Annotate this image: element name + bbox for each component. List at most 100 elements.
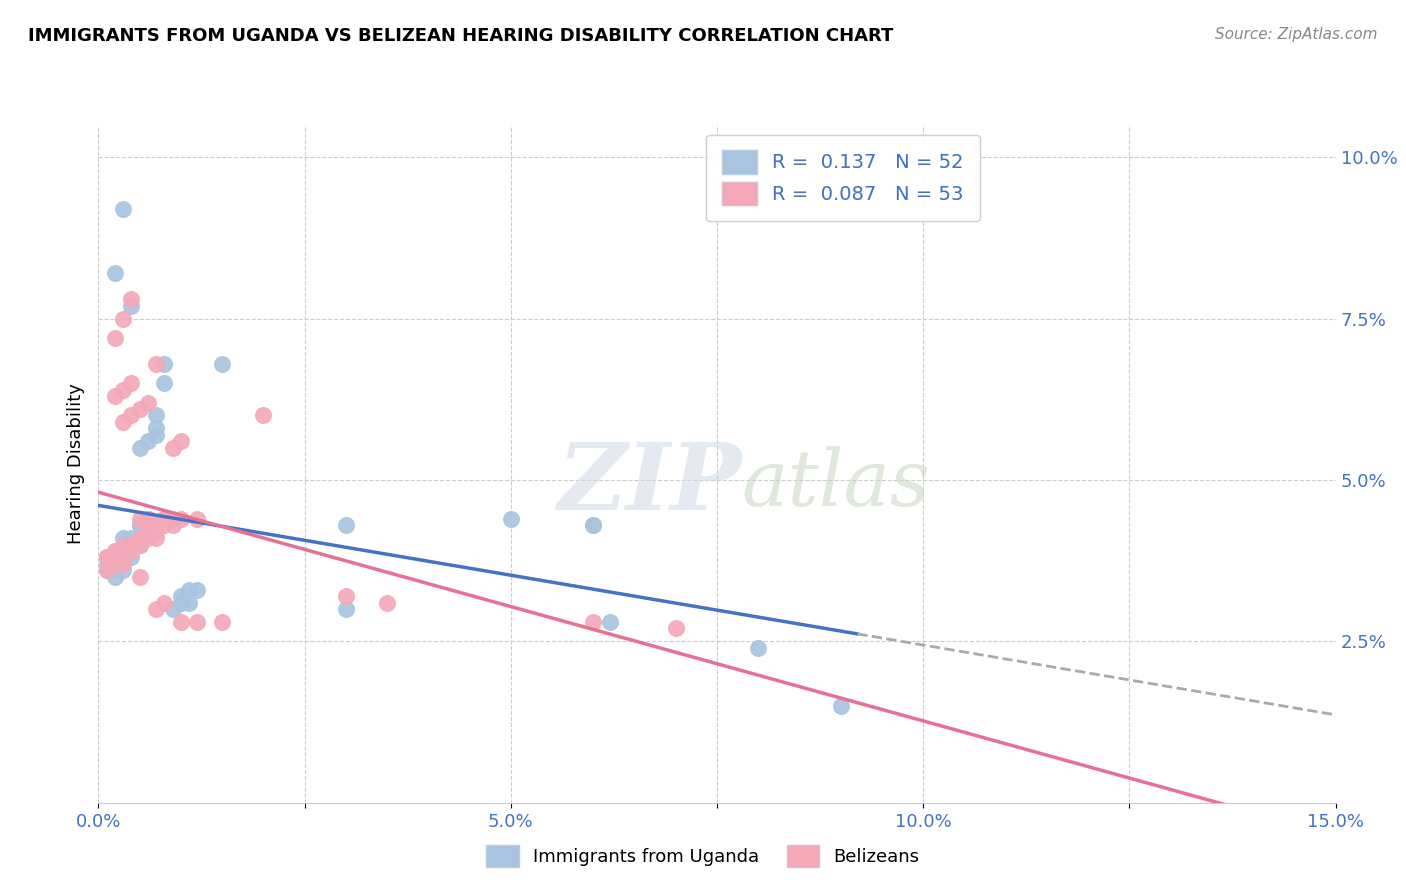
Text: Source: ZipAtlas.com: Source: ZipAtlas.com	[1215, 27, 1378, 42]
Point	[96, 550, 118, 565]
Text: IMMIGRANTS FROM UGANDA VS BELIZEAN HEARING DISABILITY CORRELATION CHART: IMMIGRANTS FROM UGANDA VS BELIZEAN HEARI…	[28, 27, 893, 45]
Point	[128, 531, 150, 545]
Point	[120, 537, 142, 551]
Point	[104, 266, 127, 280]
Point	[104, 557, 127, 571]
Point	[112, 415, 135, 429]
Point	[128, 531, 150, 545]
Point	[335, 602, 357, 616]
Point	[136, 531, 159, 545]
Y-axis label: Hearing Disability: Hearing Disability	[66, 384, 84, 544]
Point	[162, 512, 184, 526]
Point	[104, 557, 127, 571]
Point	[145, 357, 167, 371]
Point	[120, 376, 142, 391]
Point	[136, 524, 159, 539]
Point	[96, 550, 118, 565]
Point	[100, 550, 122, 565]
Point	[153, 512, 176, 526]
Point	[170, 596, 193, 610]
Point	[747, 640, 769, 655]
Legend: R =  0.137   N = 52, R =  0.087   N = 53: R = 0.137 N = 52, R = 0.087 N = 53	[706, 135, 980, 221]
Point	[145, 531, 167, 545]
Point	[128, 570, 150, 584]
Point	[112, 531, 135, 545]
Point	[136, 512, 159, 526]
Point	[179, 582, 201, 597]
Point	[120, 531, 142, 545]
Point	[120, 409, 142, 423]
Point	[128, 537, 150, 551]
Point	[153, 518, 176, 533]
Point	[153, 376, 176, 391]
Point	[104, 544, 127, 558]
Point	[104, 544, 127, 558]
Point	[335, 589, 357, 603]
Point	[104, 389, 127, 403]
Point	[162, 441, 184, 455]
Point	[145, 602, 167, 616]
Point	[136, 395, 159, 409]
Point	[112, 563, 135, 577]
Point	[104, 557, 127, 571]
Point	[120, 544, 142, 558]
Point	[128, 518, 150, 533]
Point	[96, 550, 118, 565]
Point	[162, 518, 184, 533]
Point	[104, 570, 127, 584]
Point	[170, 615, 193, 629]
Point	[582, 518, 605, 533]
Point	[120, 544, 142, 558]
Point	[162, 602, 184, 616]
Point	[120, 292, 142, 306]
Point	[153, 512, 176, 526]
Point	[153, 357, 176, 371]
Point	[104, 557, 127, 571]
Point	[120, 299, 142, 313]
Point	[179, 596, 201, 610]
Point	[499, 512, 522, 526]
Point	[104, 550, 127, 565]
Point	[120, 544, 142, 558]
Point	[112, 550, 135, 565]
Point	[96, 557, 118, 571]
Point	[582, 518, 605, 533]
Point	[375, 596, 398, 610]
Point	[120, 550, 142, 565]
Point	[145, 427, 167, 442]
Text: atlas: atlas	[742, 446, 931, 523]
Point	[136, 518, 159, 533]
Point	[112, 557, 135, 571]
Point	[112, 537, 135, 551]
Point	[145, 524, 167, 539]
Point	[112, 383, 135, 397]
Point	[128, 441, 150, 455]
Point	[128, 518, 150, 533]
Point	[100, 563, 122, 577]
Point	[96, 550, 118, 565]
Point	[170, 589, 193, 603]
Point	[112, 202, 135, 216]
Point	[211, 615, 233, 629]
Point	[170, 512, 193, 526]
Point	[112, 311, 135, 326]
Point	[128, 512, 150, 526]
Point	[96, 563, 118, 577]
Point	[582, 615, 605, 629]
Point	[104, 331, 127, 345]
Point	[599, 615, 621, 629]
Point	[112, 550, 135, 565]
Point	[186, 615, 208, 629]
Point	[136, 512, 159, 526]
Legend: Immigrants from Uganda, Belizeans: Immigrants from Uganda, Belizeans	[479, 838, 927, 874]
Point	[128, 401, 150, 416]
Point	[128, 537, 150, 551]
Point	[170, 434, 193, 449]
Point	[335, 518, 357, 533]
Point	[120, 537, 142, 551]
Point	[665, 622, 688, 636]
Point	[145, 421, 167, 435]
Point	[252, 409, 274, 423]
Point	[136, 512, 159, 526]
Point	[211, 357, 233, 371]
